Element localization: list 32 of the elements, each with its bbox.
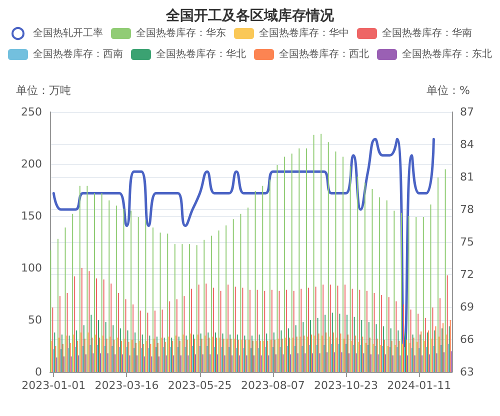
x-tick-label: 2024-01-11	[387, 379, 452, 392]
legend-label: 全国热卷库存：西南	[33, 48, 123, 60]
y2-tick-label: 81	[460, 170, 474, 184]
y2-tick-label: 63	[460, 366, 474, 378]
legend-label: 全国热卷库存：西北	[279, 48, 369, 60]
y-tick-label: 200	[21, 158, 42, 170]
x-tick-label: 2023-08-07	[240, 379, 305, 392]
chart-title: 全国开工及各区域库存情况	[165, 7, 335, 24]
y2-tick-label: 87	[460, 106, 474, 118]
y2-tick-label: 69	[460, 300, 474, 314]
y-tick-label: 150	[21, 210, 42, 222]
y-tick-label: 0	[35, 366, 42, 378]
y-axis-title: 单位：万吨	[16, 84, 71, 97]
legend-label: 全国热卷库存：华东	[136, 27, 226, 39]
x-tick-label: 2023-05-25	[168, 379, 232, 392]
x-tick-label: 2023-03-16	[94, 379, 159, 392]
y2-axis-title: 单位：%	[426, 84, 470, 97]
y-tick-label: 250	[21, 106, 42, 118]
y-tick-label: 50	[28, 314, 42, 326]
x-tick-label: 2023-01-01	[22, 379, 86, 392]
y2-tick-label: 78	[460, 203, 474, 216]
y-tick-label: 100	[21, 262, 42, 274]
y2-tick-label: 84	[460, 138, 474, 151]
legend-label: 全国热卷库存：华南	[382, 27, 472, 39]
y2-tick-label: 66	[460, 333, 474, 346]
x-tick-label: 2023-10-23	[314, 379, 378, 392]
legend-label: 全国热卷库存：华北	[156, 48, 246, 60]
legend-label: 全国热卷库存：华中	[259, 27, 349, 39]
y2-tick-label: 75	[460, 236, 474, 248]
y2-tick-label: 72	[460, 268, 474, 281]
legend-label: 全国热卷库存：东北	[402, 48, 492, 60]
legend-label: 全国热轧开工率	[33, 27, 103, 39]
